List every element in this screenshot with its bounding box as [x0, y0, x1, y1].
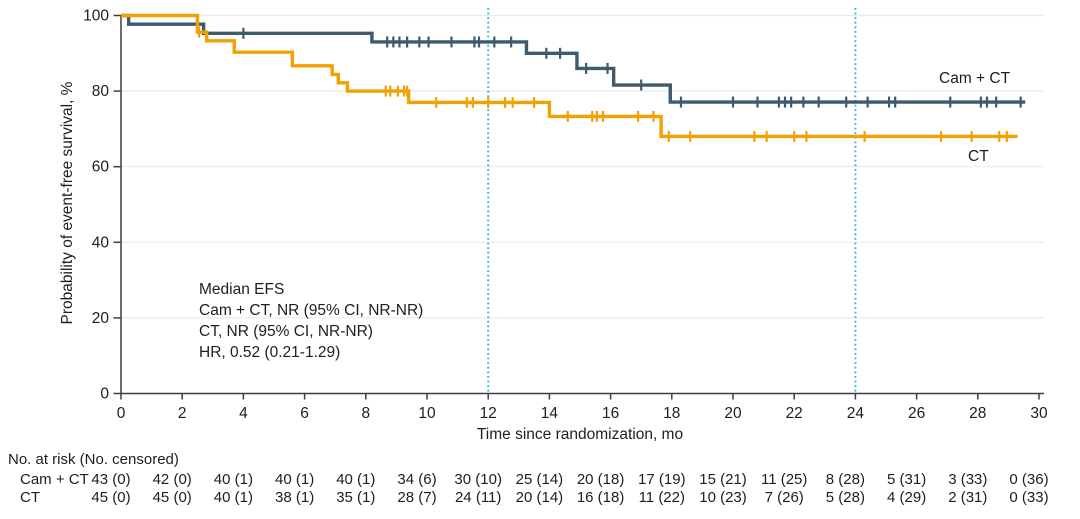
x-tick-label: 2 [178, 405, 187, 422]
x-tick-label: 24 [847, 405, 865, 422]
annotation-line-cam-ct: Cam + CT, NR (95% CI, NR-NR) [199, 302, 424, 319]
risk-cell-cam-ct-m20: 15 (21) [699, 471, 747, 488]
y-tick-label: 60 [92, 159, 110, 176]
x-tick-label: 6 [300, 405, 309, 422]
risk-cell-cam-ct-m8: 40 (1) [336, 471, 376, 488]
x-tick-label: 8 [361, 405, 370, 422]
risk-cell-ct-m2: 45 (0) [152, 489, 192, 506]
x-tick-label: 22 [786, 405, 803, 422]
y-tick-label: 20 [92, 310, 110, 327]
risk-cell-cam-ct-m12: 30 (10) [454, 471, 502, 488]
risk-cell-cam-ct-m26: 5 (31) [887, 471, 927, 488]
x-tick-label: 18 [663, 405, 680, 422]
risk-cell-ct-m24: 5 (28) [825, 489, 865, 506]
x-tick-label: 10 [418, 405, 436, 422]
risk-cell-cam-ct-m28: 3 (33) [948, 471, 988, 488]
risk-cell-cam-ct-m16: 20 (18) [576, 471, 625, 488]
risk-cell-ct-m6: 38 (1) [275, 489, 315, 506]
risk-cell-ct-m22: 7 (26) [764, 489, 804, 506]
risk-cell-ct-m12: 24 (11) [454, 489, 502, 506]
risk-cell-cam-ct-m18: 17 (19) [638, 471, 686, 488]
risk-cell-ct-m16: 16 (18) [576, 489, 625, 506]
risk-cell-ct-m26: 4 (29) [887, 489, 927, 506]
x-tick-label: 12 [480, 405, 497, 422]
risk-cell-cam-ct-m22: 11 (25) [760, 471, 808, 488]
km-curve-cam-ct [121, 13, 1026, 104]
risk-cell-ct-m0: 45 (0) [91, 489, 131, 506]
risk-row-label-cam-ct: Cam + CT [20, 471, 89, 488]
risk-cell-cam-ct-m0: 43 (0) [91, 471, 131, 488]
risk-cell-cam-ct-m10: 34 (6) [397, 471, 437, 488]
x-tick-label: 0 [117, 405, 126, 422]
risk-cell-cam-ct-m14: 25 (14) [515, 471, 564, 488]
curve-label-cam-ct: Cam + CT [939, 70, 1011, 87]
risk-cell-ct-m4: 40 (1) [213, 489, 253, 506]
risk-cell-cam-ct-m24: 8 (28) [825, 471, 865, 488]
y-tick-label: 40 [92, 234, 110, 251]
risk-cell-ct-m18: 11 (22) [638, 489, 685, 506]
curve-label-ct: CT [968, 148, 989, 165]
risk-cell-cam-ct-m6: 40 (1) [275, 471, 315, 488]
annotation-line-median-efs: Median EFS [199, 281, 285, 298]
median-efs-annotation: Median EFS Cam + CT, NR (95% CI, NR-NR) … [199, 279, 423, 363]
x-tick-label: 14 [541, 405, 559, 422]
risk-cell-ct-m28: 2 (31) [948, 489, 988, 506]
risk-cell-ct-m20: 10 (23) [699, 489, 747, 506]
risk-cell-ct-m14: 20 (14) [515, 489, 564, 506]
y-tick-label: 100 [83, 8, 109, 25]
risk-cell-cam-ct-m4: 40 (1) [213, 471, 253, 488]
x-tick-label: 16 [602, 405, 619, 422]
km-curve-ct [121, 13, 1018, 139]
x-tick-label: 26 [908, 405, 925, 422]
risk-table-header: No. at risk (No. censored) [8, 451, 179, 468]
x-tick-label: 28 [969, 405, 986, 422]
y-tick-label: 80 [92, 83, 110, 100]
x-tick-label: 30 [1030, 405, 1048, 422]
risk-cell-cam-ct-m30: 0 (36) [1009, 471, 1049, 488]
annotation-line-ct: CT, NR (95% CI, NR-NR) [199, 323, 373, 340]
annotation-line-hr: HR, 0.52 (0.21-1.29) [199, 344, 341, 361]
risk-row-label-ct: CT [20, 489, 40, 506]
risk-cell-cam-ct-m2: 42 (0) [152, 471, 192, 488]
x-axis-label: Time since randomization, mo [476, 426, 684, 443]
risk-cell-ct-m30: 0 (33) [1009, 489, 1049, 506]
risk-cell-ct-m10: 28 (7) [397, 489, 437, 506]
risk-cell-ct-m8: 35 (1) [336, 489, 376, 506]
y-tick-label: 0 [100, 386, 109, 403]
x-tick-label: 4 [239, 405, 248, 422]
y-axis-label: Probability of event-free survival, % [59, 81, 76, 325]
x-tick-label: 20 [724, 405, 742, 422]
